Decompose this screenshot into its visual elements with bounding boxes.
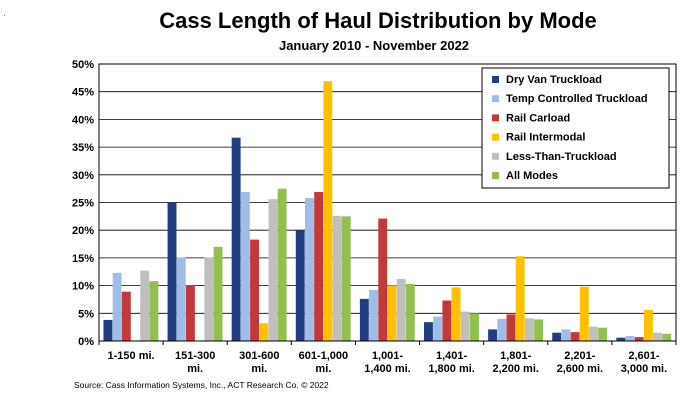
legend-swatch xyxy=(492,133,499,141)
y-axis: 0% 5% 10% 15% 20% 25% 30% 35% 40% 45% 50% xyxy=(72,59,94,348)
x-tick-label: 1,001-1,400 mi. xyxy=(364,350,410,375)
y-tick-label: 10% xyxy=(72,281,94,293)
bar xyxy=(149,281,159,341)
chart-subtitle: January 2010 - November 2022 xyxy=(279,38,469,53)
bar xyxy=(506,314,516,341)
bar xyxy=(341,216,351,341)
bar xyxy=(304,198,314,341)
bar xyxy=(625,336,635,341)
bar xyxy=(552,332,562,341)
bar xyxy=(433,316,443,341)
bar xyxy=(167,202,177,341)
bar xyxy=(314,191,324,341)
legend-box xyxy=(481,67,670,189)
source-note: Source: Cass Information Systems, Inc., … xyxy=(74,380,329,390)
legend: Dry Van Truckload Temp Controlled Trucklo… xyxy=(481,67,670,189)
bar xyxy=(570,332,580,341)
bar xyxy=(424,322,433,341)
plot-frame xyxy=(98,63,677,345)
x-tick-label: 301-600 mi. xyxy=(239,350,279,375)
bar xyxy=(204,257,214,341)
y-tick-label: 35% xyxy=(72,142,94,154)
y-tick-label: 25% xyxy=(72,198,94,210)
bar xyxy=(598,327,608,341)
bar xyxy=(643,309,653,341)
legend-swatch xyxy=(492,114,499,122)
x-tick-label: 1,401-1,800 mi. xyxy=(428,350,474,375)
bar xyxy=(589,326,598,341)
y-tick-label: 40% xyxy=(72,114,94,126)
bar xyxy=(497,318,507,341)
bar xyxy=(534,319,544,341)
bar xyxy=(616,337,626,341)
x-tick-label: 1-150 mi. xyxy=(108,350,155,362)
bar xyxy=(176,257,186,341)
bar xyxy=(250,239,259,341)
bar xyxy=(185,285,195,341)
legend-label: Rail Carload xyxy=(506,112,570,124)
chart-title: Cass Length of Haul Distribution by Mode xyxy=(159,8,597,33)
bar xyxy=(488,329,498,341)
legend-swatch xyxy=(492,95,499,103)
legend-label: Temp Controlled Truckload xyxy=(506,93,648,105)
y-tick-label: 15% xyxy=(72,253,94,265)
legend-swatch xyxy=(492,172,499,179)
bar xyxy=(369,290,378,341)
x-tick-label: 601-1,000 mi. xyxy=(299,350,349,375)
y-tick-label: 50% xyxy=(72,59,94,71)
y-tick-label: 20% xyxy=(72,225,94,237)
plot-border xyxy=(98,63,677,342)
bar xyxy=(396,278,406,341)
bar xyxy=(103,319,113,341)
bar xyxy=(653,332,663,341)
bar xyxy=(470,313,479,341)
legend-label: Dry Van Truckload xyxy=(506,74,602,86)
bar xyxy=(579,286,589,341)
legend-label: Less-Than-Truckload xyxy=(506,151,617,163)
bar xyxy=(451,287,461,341)
bar xyxy=(112,272,122,341)
bar xyxy=(332,215,342,341)
legend-swatch xyxy=(492,76,499,83)
bar xyxy=(387,285,397,341)
legend-swatch xyxy=(492,152,499,160)
bar xyxy=(561,329,571,341)
legend-label: All Modes xyxy=(506,170,558,182)
bar xyxy=(515,256,525,341)
bar xyxy=(231,137,241,341)
y-tick-label: 0% xyxy=(78,336,94,348)
x-tick-label: 2,601-3,000 mi. xyxy=(621,350,667,375)
corner-mark: . xyxy=(3,8,6,19)
bar xyxy=(268,199,278,341)
bar xyxy=(359,298,369,341)
x-axis: 1-150 mi. 151-300 mi. 301-600 mi. 601-1,000 mi… xyxy=(108,350,668,375)
bar xyxy=(213,246,223,341)
bar xyxy=(662,333,672,341)
legend-label: Rail Intermodal xyxy=(506,132,585,144)
y-tick-label: 30% xyxy=(72,170,94,182)
bar xyxy=(524,318,534,341)
x-tick-label: 2,201-2,600 mi. xyxy=(557,350,603,375)
bar xyxy=(140,270,150,341)
x-tick-label: 151-300 mi. xyxy=(175,350,215,375)
bar xyxy=(295,230,305,341)
bar xyxy=(442,300,452,341)
y-tick-label: 5% xyxy=(78,308,94,320)
bar xyxy=(460,311,470,341)
bar xyxy=(634,337,644,341)
bar xyxy=(240,191,250,341)
bar xyxy=(323,81,333,342)
bar xyxy=(277,188,287,341)
y-tick-label: 45% xyxy=(72,87,94,99)
bar xyxy=(405,283,415,341)
x-tick-label: 1,801-2,200 mi. xyxy=(492,350,538,375)
bar xyxy=(121,291,131,341)
bar xyxy=(259,323,269,341)
bar xyxy=(378,218,388,341)
bars xyxy=(103,81,672,342)
